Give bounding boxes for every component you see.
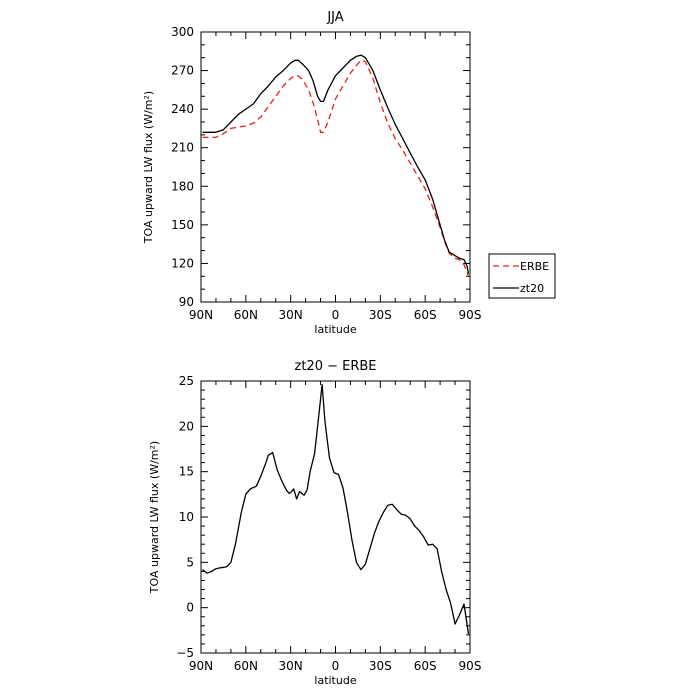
x-tick-label: 60N bbox=[234, 659, 258, 673]
plot-frame bbox=[200, 31, 471, 303]
x-axis-label: latitude bbox=[314, 674, 356, 687]
y-tick-label: −5 bbox=[176, 646, 194, 660]
x-tick-label: 0 bbox=[332, 659, 340, 673]
legend-label: zt20 bbox=[520, 282, 544, 295]
x-tick-label: 60S bbox=[414, 659, 437, 673]
y-tick-label: 300 bbox=[171, 25, 194, 39]
legend-label: ERBE bbox=[520, 260, 549, 273]
x-tick-label: 30S bbox=[369, 659, 392, 673]
y-tick-label: 20 bbox=[179, 419, 194, 433]
legend-box bbox=[488, 253, 556, 299]
x-tick-label: 90S bbox=[459, 308, 482, 322]
panel-top-chart: 90N 60N 30N 0 30S 60S 90S 90 120 150 180 210 240 270 3… bbox=[142, 10, 556, 336]
y-tick-label: 120 bbox=[171, 256, 194, 270]
x-tick-label: 90N bbox=[189, 308, 213, 322]
y-axis-label: TOA upward LW flux (W/m²) bbox=[142, 91, 155, 244]
panel-bottom-chart: 90N 60N 30N 0 30S 60S 90S −5 0 5 10 15 20 25 zt20 − ER… bbox=[148, 359, 481, 687]
y-tick-label: 10 bbox=[179, 510, 194, 524]
x-tick-label: 60S bbox=[414, 308, 437, 322]
x-tick-label: 30S bbox=[369, 308, 392, 322]
y-tick-label: 15 bbox=[179, 465, 194, 479]
y-tick-label: 210 bbox=[171, 141, 194, 155]
series-line-zt20 bbox=[202, 54, 470, 274]
x-tick-label: 0 bbox=[332, 308, 340, 322]
x-tick-label: 90N bbox=[189, 659, 213, 673]
y-tick-label: 180 bbox=[171, 179, 194, 193]
chart-title: zt20 − ERBE bbox=[295, 359, 377, 374]
chart-title: JJA bbox=[326, 10, 343, 25]
y-tick-label: 25 bbox=[179, 374, 194, 388]
x-tick-label: 30N bbox=[279, 308, 303, 322]
x-tick-label: 30N bbox=[279, 659, 303, 673]
series-line-erbe bbox=[202, 59, 470, 277]
y-tick-label: 270 bbox=[171, 64, 194, 78]
y-tick-label: 150 bbox=[171, 218, 194, 232]
x-tick-label: 60N bbox=[234, 308, 258, 322]
y-tick-label: 5 bbox=[186, 555, 194, 569]
y-axis-label: TOA upward LW flux (W/m²) bbox=[148, 441, 161, 594]
y-tick-label: 90 bbox=[179, 295, 194, 309]
x-axis-label: latitude bbox=[314, 323, 356, 336]
plot-frame bbox=[200, 380, 471, 654]
y-tick-label: 240 bbox=[171, 102, 194, 116]
series-line-diff bbox=[202, 383, 470, 635]
y-tick-label: 0 bbox=[186, 601, 194, 615]
x-tick-label: 90S bbox=[459, 659, 482, 673]
